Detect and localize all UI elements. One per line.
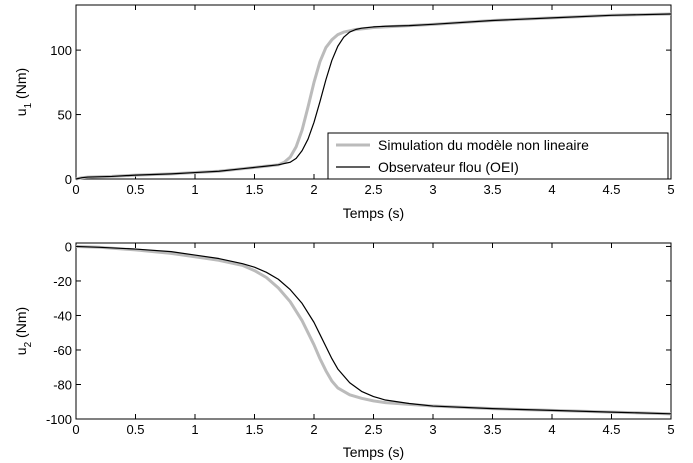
series-line-simulation — [75, 244, 672, 416]
y-tick-label: 0 — [65, 239, 72, 254]
x-tick-label: 1 — [191, 422, 198, 437]
y-tick-label: -100 — [46, 412, 72, 427]
x-tick-label: 2.5 — [364, 182, 382, 197]
y-axis-label-symbol: u — [13, 347, 29, 355]
legend-label: Simulation du modèle non lineaire — [378, 137, 589, 153]
y-tick-label: -40 — [53, 308, 72, 323]
x-tick-label: 0.5 — [126, 182, 144, 197]
x-tick-label: 4.5 — [602, 422, 620, 437]
legend-label: Observateur flou (OEI) — [378, 159, 519, 175]
x-axis-label: Temps (s) — [343, 205, 404, 221]
x-tick-label: 5 — [667, 422, 674, 437]
x-tick-label: 2.5 — [364, 422, 382, 437]
x-tick-label: 4 — [548, 182, 555, 197]
y-axis-label-unit: (Nm) — [13, 68, 29, 103]
series-line-observateur — [75, 13, 672, 180]
y-axis-label: u2 (Nm) — [13, 307, 34, 355]
x-tick-label: 0.5 — [126, 422, 144, 437]
x-tick-label: 3 — [429, 182, 436, 197]
x-tick-label: 1 — [191, 182, 198, 197]
y-tick-label: 100 — [50, 43, 72, 58]
x-tick-label: 0 — [72, 182, 79, 197]
y-axis-label-unit: (Nm) — [13, 307, 29, 342]
series-line-observateur — [75, 245, 672, 415]
chart-panel-2: 0 0.5 1 1.5 2 2.5 3 3.5 4 4.5 5 -100 -80 -60 -40 -20 0 Te… — [13, 239, 675, 460]
x-tick-label: 4 — [548, 422, 555, 437]
y-axis-label-subscript: 2 — [23, 341, 34, 347]
x-tick-label: 0 — [72, 422, 79, 437]
x-tick-label: 5 — [667, 182, 674, 197]
y-axis-label-subscript: 1 — [23, 102, 34, 108]
x-tick-label: 1.5 — [245, 182, 263, 197]
legend: Simulation du modèle non lineaire Observa… — [327, 132, 669, 180]
y-axis-label-symbol: u — [13, 108, 29, 116]
y-tick-label: -60 — [53, 343, 72, 358]
y-tick-label: -80 — [53, 377, 72, 392]
y-axis-label: u1 (Nm) — [13, 68, 34, 116]
x-tick-label: 2 — [310, 422, 317, 437]
legend-box — [327, 132, 669, 180]
x-tick-label: 1.5 — [245, 422, 263, 437]
x-tick-label: 3.5 — [483, 182, 501, 197]
x-tick-label: 4.5 — [602, 182, 620, 197]
y-tick-label: 50 — [58, 108, 72, 123]
x-tick-label: 3.5 — [483, 422, 501, 437]
x-axis-label: Temps (s) — [343, 444, 404, 460]
y-tick-label: 0 — [65, 172, 72, 187]
x-tick-label: 2 — [310, 182, 317, 197]
y-tick-label: -20 — [53, 274, 72, 289]
axes-frame — [75, 242, 672, 420]
x-tick-label: 3 — [429, 422, 436, 437]
